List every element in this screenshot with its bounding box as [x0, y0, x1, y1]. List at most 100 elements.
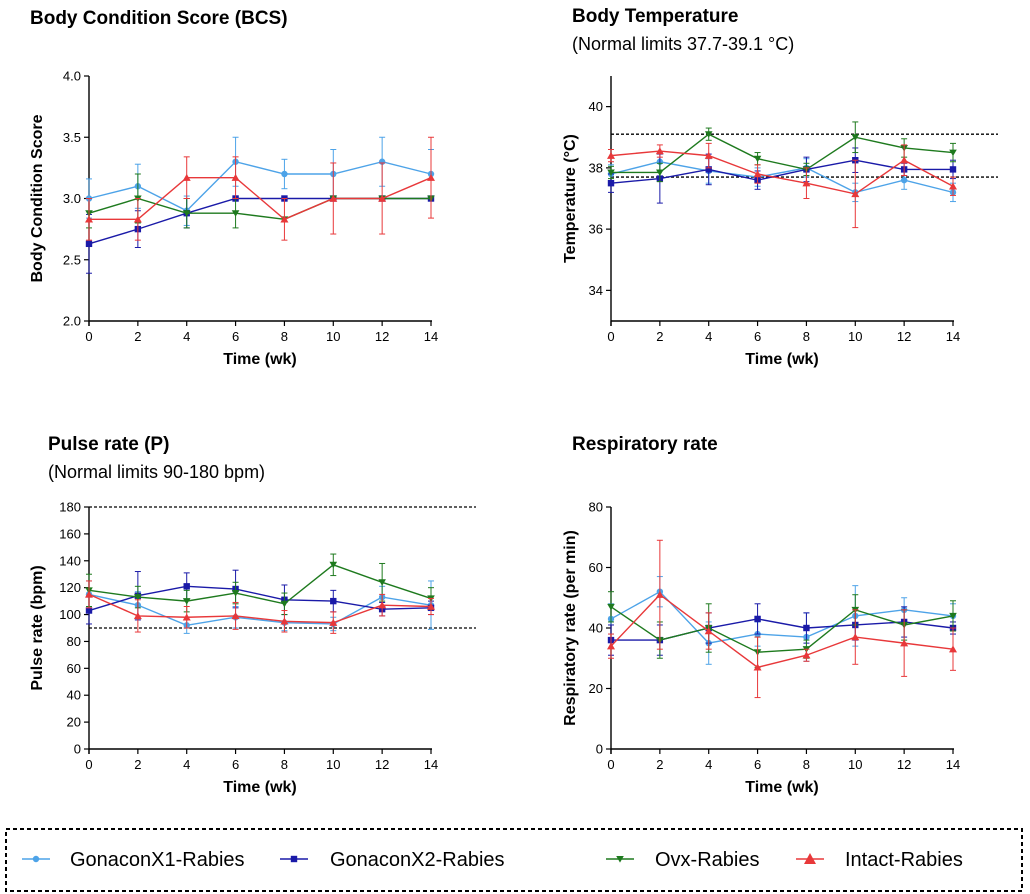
data-point: [85, 215, 93, 223]
data-point: [655, 147, 664, 155]
y-tick-label: 20: [589, 681, 603, 696]
x-tick-label: 14: [946, 329, 960, 344]
x-tick-label: 6: [232, 757, 239, 772]
x-tick-label: 12: [897, 757, 911, 772]
legend-item-intact: Intact-Rabies: [796, 849, 963, 871]
x-tick-label: 8: [281, 329, 288, 344]
data-point: [753, 663, 762, 671]
data-point: [329, 194, 338, 202]
data-point: [949, 612, 957, 620]
y-tick-label: 38: [589, 160, 603, 175]
x-tick-label: 2: [134, 329, 141, 344]
y-tick-label: 0: [596, 742, 603, 757]
data-point: [231, 612, 240, 620]
series-line: [610, 161, 954, 194]
legend-label: GonaconX1-Rabies: [70, 849, 245, 871]
y-tick-label: 2.5: [63, 252, 81, 267]
legend-marker: [616, 856, 624, 863]
panel-title: Body Condition Score (BCS): [30, 8, 288, 29]
panel-title: Respiratory rate: [572, 434, 718, 455]
x-tick-label: 14: [424, 329, 438, 344]
data-point: [802, 651, 811, 659]
data-point: [85, 607, 93, 614]
data-point: [704, 131, 713, 138]
data-point: [851, 633, 860, 641]
y-tick-label: 40: [67, 688, 81, 703]
series-line: [610, 593, 954, 669]
data-point: [949, 645, 957, 653]
x-axis-label: Time (wk): [223, 779, 297, 796]
data-point: [85, 240, 93, 248]
data-point: [281, 170, 288, 178]
data-point: [851, 190, 860, 198]
x-tick-label: 2: [656, 757, 663, 772]
data-point: [231, 590, 240, 597]
legend-label: Ovx-Rabies: [655, 849, 759, 871]
data-point: [900, 176, 908, 184]
x-tick-label: 6: [232, 329, 239, 344]
series-ovx-rabies: [85, 553, 435, 616]
x-tick-label: 12: [375, 757, 389, 772]
x-tick-label: 14: [424, 757, 438, 772]
data-point: [900, 156, 909, 164]
x-tick-label: 2: [656, 329, 663, 344]
data-point: [182, 173, 191, 181]
y-tick-label: 34: [589, 283, 603, 298]
data-point: [280, 215, 289, 223]
data-point: [231, 210, 240, 217]
data-point: [427, 602, 435, 610]
series-intact-rabies: [85, 136, 435, 241]
x-tick-label: 8: [281, 757, 288, 772]
data-point: [133, 612, 142, 620]
data-point: [607, 603, 615, 611]
x-tick-label: 0: [607, 757, 614, 772]
data-point: [85, 590, 93, 598]
panel-pulse-rate: Pulse rate (P) (Normal limits 90-180 bpm…: [29, 434, 476, 796]
x-tick-label: 2: [134, 757, 141, 772]
data-point: [753, 170, 762, 178]
x-tick-label: 14: [946, 757, 960, 772]
data-point: [803, 624, 810, 632]
y-tick-label: 100: [59, 607, 81, 622]
x-tick-label: 0: [85, 329, 92, 344]
panel-bcs: Body Condition Score (BCS) 2.0 2.5 3.0 3.5 4…: [29, 8, 438, 368]
series-line: [610, 159, 953, 184]
y-tick-label: 20: [67, 715, 81, 730]
legend-marker: [804, 853, 816, 864]
x-tick-label: 4: [183, 329, 190, 344]
data-point: [182, 598, 191, 605]
x-tick-label: 8: [803, 329, 810, 344]
y-tick-label: 2.0: [63, 314, 81, 329]
legend-label: Intact-Rabies: [845, 849, 963, 871]
series-line: [88, 564, 432, 605]
legend-item-gonaconx2: GonaconX2-Rabies: [280, 849, 505, 871]
x-axis-label: Time (wk): [223, 351, 297, 368]
data-point: [378, 194, 387, 202]
y-tick-label: 120: [59, 580, 81, 595]
series-line: [610, 590, 954, 644]
series-line: [88, 160, 432, 212]
data-point: [754, 615, 761, 623]
data-point: [183, 583, 190, 590]
y-tick-label: 36: [589, 222, 603, 237]
y-tick-label: 3.0: [63, 191, 81, 206]
series-line: [610, 150, 954, 195]
data-point: [280, 600, 289, 608]
data-point: [656, 169, 664, 177]
data-point: [949, 166, 957, 173]
data-point: [900, 639, 909, 647]
data-point: [182, 210, 191, 217]
legend-marker: [32, 855, 40, 863]
panel-respiratory-rate: Respiratory rate 0 20 40 60 80 0 2 4 6 8 10 12 14 Tim…: [562, 434, 960, 796]
y-tick-label: 60: [67, 661, 81, 676]
y-axis-label: Body Condition Score: [29, 114, 46, 282]
data-point: [427, 173, 435, 181]
y-tick-label: 40: [589, 99, 603, 114]
panel-title: Body Temperature: [572, 6, 738, 27]
y-tick-label: 80: [67, 634, 81, 649]
y-axis-label: Respiratory rate (per min): [562, 530, 579, 726]
y-tick-label: 4.0: [63, 69, 81, 84]
series-line: [611, 133, 954, 174]
x-tick-label: 4: [705, 757, 712, 772]
